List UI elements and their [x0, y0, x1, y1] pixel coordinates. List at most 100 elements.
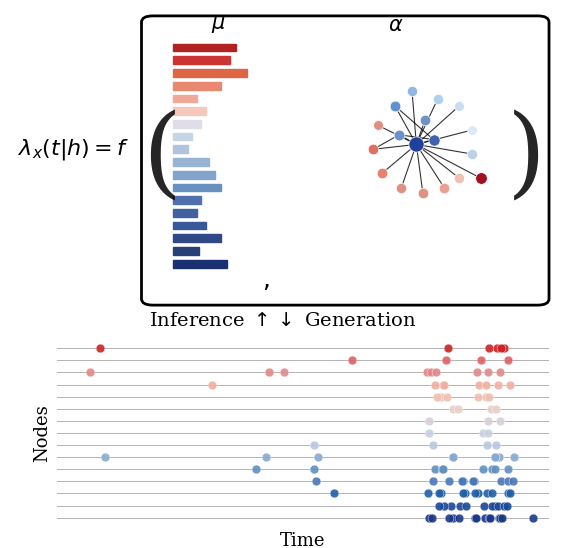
Point [427, 513, 436, 522]
FancyArrow shape [173, 94, 197, 102]
Point [424, 416, 433, 425]
Text: $\mu$: $\mu$ [211, 15, 225, 36]
Point [459, 477, 468, 486]
Point [495, 368, 504, 377]
Point [503, 477, 512, 486]
Point [504, 489, 513, 498]
Point [460, 489, 469, 498]
Point [436, 392, 445, 401]
Point [252, 465, 261, 473]
Point [483, 368, 492, 377]
Point [431, 465, 440, 473]
Point [485, 392, 494, 401]
Point [439, 380, 448, 389]
Point [369, 145, 378, 153]
Point [487, 465, 496, 473]
Text: $\lambda_x(t|h) = f$: $\lambda_x(t|h) = f$ [18, 137, 130, 162]
Point [264, 368, 273, 377]
Point [444, 477, 453, 486]
Point [434, 94, 443, 103]
Point [444, 513, 453, 522]
Point [473, 489, 482, 498]
Point [482, 489, 491, 498]
Point [495, 513, 504, 522]
FancyArrow shape [173, 247, 199, 255]
Text: (: ( [142, 111, 181, 207]
Point [312, 477, 321, 486]
FancyArrow shape [173, 133, 192, 140]
Point [469, 477, 478, 486]
Point [483, 441, 492, 449]
Point [429, 135, 438, 144]
Point [479, 465, 488, 473]
Point [496, 477, 505, 486]
Point [428, 477, 438, 486]
Point [449, 513, 458, 522]
Point [473, 368, 482, 377]
FancyArrow shape [173, 82, 221, 89]
Point [412, 140, 421, 149]
Point [487, 501, 496, 510]
Point [483, 416, 492, 425]
Point [500, 344, 509, 352]
Point [421, 116, 430, 124]
Point [378, 169, 387, 178]
Point [487, 489, 496, 498]
FancyArrow shape [173, 145, 188, 153]
FancyArrow shape [173, 171, 215, 179]
Point [279, 368, 288, 377]
Point [492, 344, 501, 352]
Point [440, 501, 449, 510]
Point [528, 513, 537, 522]
Point [100, 453, 109, 461]
Point [468, 150, 477, 158]
Point [261, 453, 271, 461]
Point [497, 344, 506, 352]
Point [391, 101, 400, 110]
Point [447, 501, 456, 510]
Point [432, 392, 441, 401]
Point [462, 501, 471, 510]
Point [474, 380, 483, 389]
FancyArrow shape [173, 209, 197, 216]
Point [418, 189, 427, 197]
Point [448, 453, 457, 461]
Point [454, 513, 464, 522]
Point [439, 465, 448, 473]
Point [482, 380, 491, 389]
Point [455, 174, 464, 182]
Point [477, 356, 486, 365]
Point [500, 501, 509, 510]
Point [397, 184, 406, 192]
Point [348, 356, 357, 365]
Text: $\alpha$: $\alpha$ [388, 16, 404, 35]
Point [492, 404, 501, 413]
Text: ): ) [507, 111, 546, 207]
Point [458, 489, 467, 498]
Text: Inference $\uparrow\downarrow$ Generation: Inference $\uparrow\downarrow$ Generatio… [149, 312, 417, 329]
Point [455, 101, 464, 110]
Point [434, 489, 443, 498]
Point [508, 477, 517, 486]
Point [395, 130, 404, 139]
Point [487, 404, 496, 413]
Point [439, 380, 448, 389]
FancyArrow shape [173, 120, 201, 128]
Point [491, 453, 500, 461]
Point [485, 344, 494, 352]
Point [423, 489, 432, 498]
Point [373, 121, 382, 129]
FancyBboxPatch shape [142, 16, 549, 305]
Point [490, 453, 499, 461]
Point [503, 356, 512, 365]
Point [485, 513, 494, 522]
Point [477, 174, 486, 182]
Point [471, 513, 480, 522]
Point [441, 356, 451, 365]
Point [505, 380, 514, 389]
Point [480, 501, 489, 510]
FancyArrow shape [173, 221, 206, 230]
FancyArrow shape [173, 56, 230, 64]
Point [491, 453, 500, 461]
Point [503, 465, 512, 473]
